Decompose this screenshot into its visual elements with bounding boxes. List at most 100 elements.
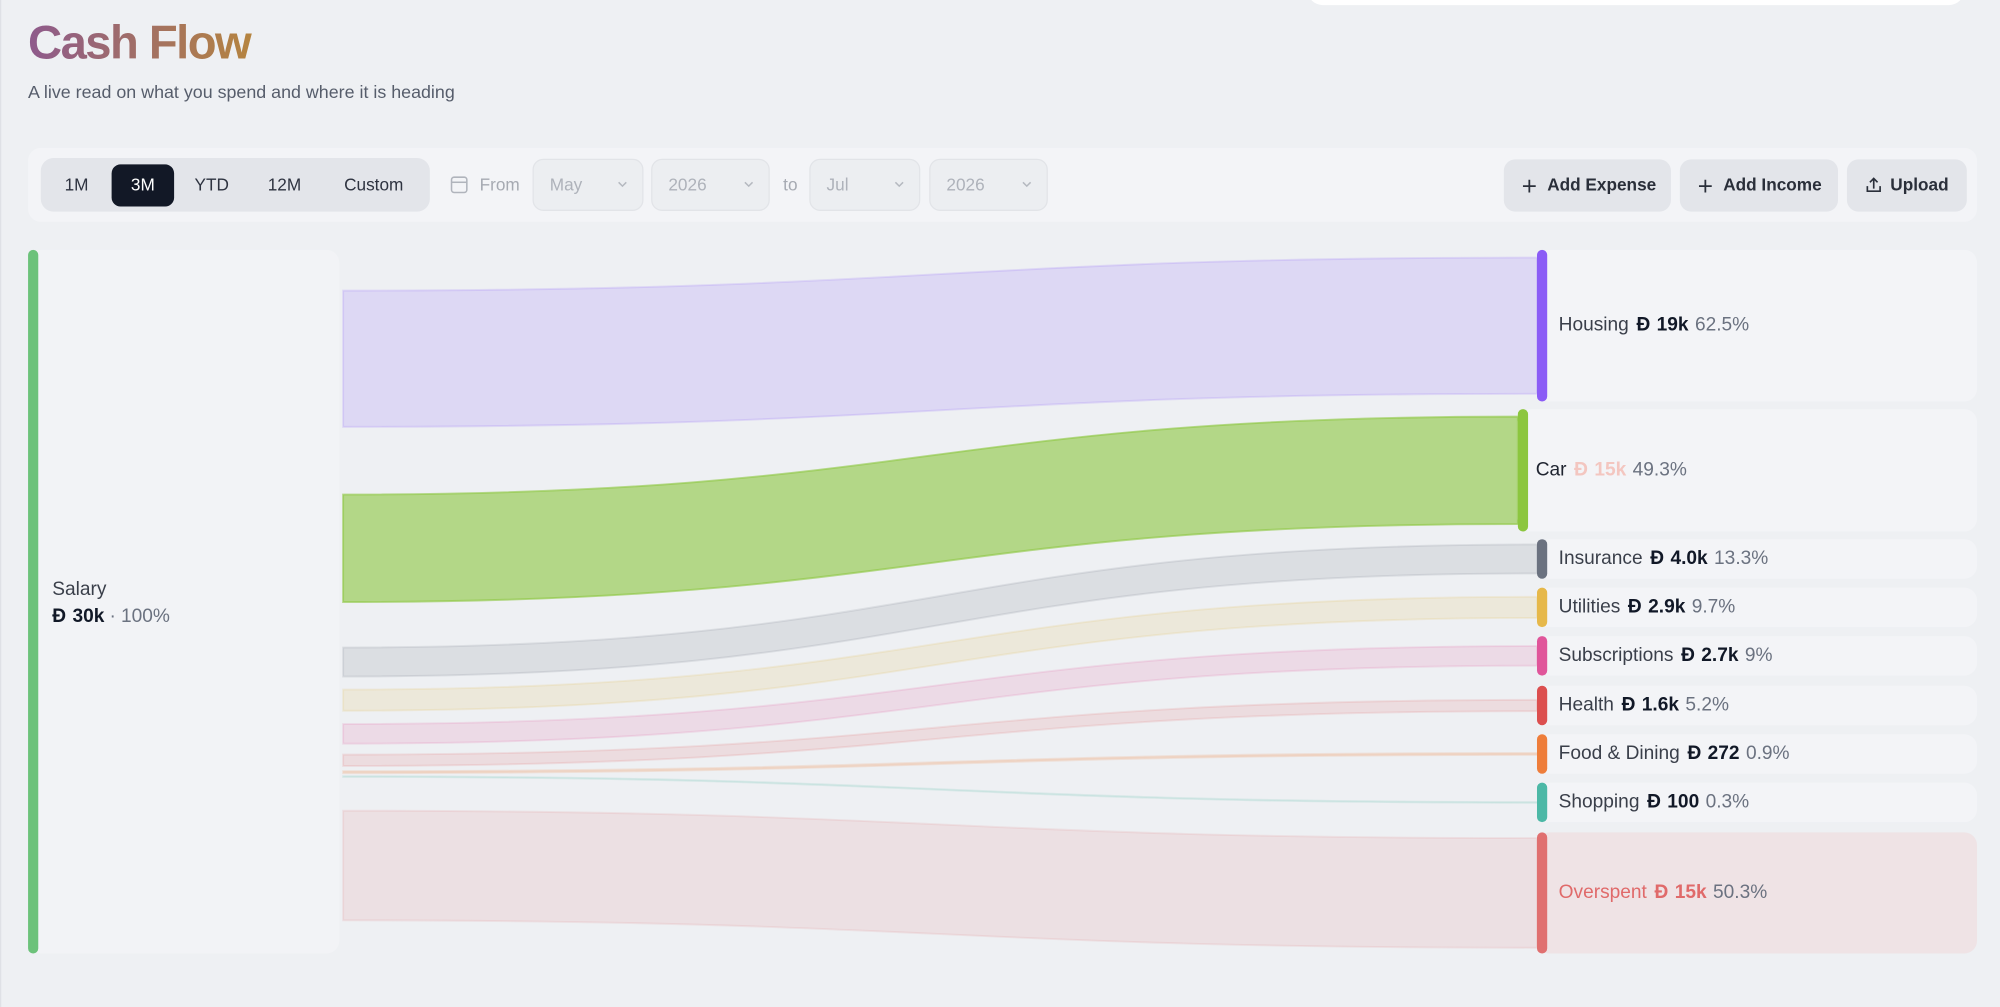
select-box[interactable] bbox=[651, 158, 770, 211]
to-label: to bbox=[783, 175, 797, 195]
target-panel bbox=[1536, 782, 1978, 823]
target-bar bbox=[1536, 734, 1548, 774]
target-bar bbox=[1536, 832, 1548, 954]
target-percent: 9% bbox=[1745, 645, 1773, 666]
target-name: Food & Dining bbox=[1559, 743, 1680, 764]
target-label: Insurance Ð 4.0k 13.3% bbox=[1559, 548, 1769, 569]
amount: 30k bbox=[72, 606, 104, 627]
from-label: From bbox=[480, 175, 520, 195]
page-title: Cash Flow bbox=[28, 15, 252, 68]
action-button[interactable] bbox=[1503, 159, 1671, 212]
target-amount: 15k bbox=[1675, 882, 1707, 903]
target-label: Subscriptions Ð 2.7k 9% bbox=[1559, 645, 1773, 666]
target-bar bbox=[1517, 409, 1529, 532]
range-pill[interactable]: YTD bbox=[195, 175, 229, 195]
chevron bbox=[618, 181, 627, 188]
target-name: Subscriptions bbox=[1559, 645, 1674, 666]
target-amount: 2.9k bbox=[1648, 596, 1686, 617]
target-label: Overspent Ð 15k 50.3% bbox=[1559, 882, 1768, 903]
target-percent: 0.9% bbox=[1746, 743, 1790, 764]
target-label: Housing Ð 19k 62.5% bbox=[1559, 315, 1749, 336]
select-value: 2026 bbox=[946, 175, 984, 195]
source-panel bbox=[28, 249, 340, 954]
target-panel bbox=[1536, 249, 1978, 402]
target-panel bbox=[1536, 587, 1978, 628]
page-subtitle: A live read on what you spend and where … bbox=[28, 82, 455, 102]
plus-icon bbox=[1522, 179, 1536, 193]
target-bar bbox=[1536, 685, 1548, 726]
range-pill[interactable]: 1M bbox=[65, 175, 89, 195]
target-percent: 49.3% bbox=[1633, 459, 1687, 480]
chevron bbox=[1022, 181, 1032, 188]
range-pill[interactable]: Custom bbox=[344, 175, 403, 195]
target-bar bbox=[1536, 636, 1548, 676]
action-label: Upload bbox=[1890, 175, 1948, 195]
range-pill[interactable]: 3M bbox=[131, 175, 155, 195]
action-button[interactable] bbox=[1846, 159, 1967, 212]
target-percent: 62.5% bbox=[1695, 315, 1749, 336]
target-name: Utilities bbox=[1559, 596, 1621, 617]
separator: · bbox=[109, 606, 115, 627]
target-bar bbox=[1536, 782, 1548, 823]
target-label: Food & Dining Ð 272 0.9% bbox=[1559, 743, 1790, 764]
target-amount: 2.7k bbox=[1701, 645, 1739, 666]
chevron bbox=[894, 181, 904, 188]
currency: Ð bbox=[52, 606, 66, 627]
target-amount: 19k bbox=[1657, 315, 1689, 336]
target-percent: 0.3% bbox=[1706, 791, 1750, 812]
action-label: Add Expense bbox=[1547, 175, 1656, 195]
select-value: May bbox=[550, 175, 583, 195]
target-panel bbox=[1536, 636, 1978, 676]
target-label: Shopping Ð 100 0.3% bbox=[1559, 791, 1749, 812]
currency: Ð bbox=[1636, 315, 1650, 336]
upload-icon bbox=[1866, 177, 1881, 193]
select-box[interactable] bbox=[929, 158, 1048, 211]
percent: 100% bbox=[121, 606, 170, 627]
currency: Ð bbox=[1650, 548, 1664, 569]
target-name: Overspent bbox=[1559, 882, 1648, 903]
source-name: Salary bbox=[52, 579, 107, 600]
target-bar bbox=[1536, 587, 1548, 628]
flows bbox=[342, 256, 1538, 949]
currency: Ð bbox=[1647, 791, 1661, 812]
search-box[interactable] bbox=[1307, 0, 1964, 6]
currency: Ð bbox=[1655, 882, 1669, 903]
target-percent: 9.7% bbox=[1692, 596, 1736, 617]
target-panel bbox=[1536, 539, 1978, 579]
target-panel bbox=[1536, 685, 1978, 726]
select-value: Jul bbox=[827, 175, 849, 195]
target-name: Insurance bbox=[1559, 548, 1643, 569]
source-value: Ð 30k · 100% bbox=[52, 606, 170, 627]
target-panel bbox=[1517, 409, 1978, 532]
currency: Ð bbox=[1622, 695, 1636, 716]
target-amount: 1.6k bbox=[1642, 695, 1680, 716]
target-percent: 5.2% bbox=[1685, 695, 1729, 716]
source-bar bbox=[28, 249, 39, 954]
select-box[interactable] bbox=[532, 158, 644, 211]
range-pill[interactable]: 12M bbox=[268, 175, 301, 195]
range-pill-selected[interactable] bbox=[111, 164, 175, 207]
currency: Ð bbox=[1687, 743, 1701, 764]
action-button[interactable] bbox=[1679, 159, 1839, 212]
currency: Ð bbox=[1574, 459, 1588, 480]
select-box[interactable] bbox=[809, 158, 921, 211]
target-amount: 272 bbox=[1708, 743, 1740, 764]
target-name: Shopping bbox=[1559, 791, 1640, 812]
target-name: Housing bbox=[1559, 315, 1629, 336]
currency: Ð bbox=[1628, 596, 1642, 617]
target-name: Health bbox=[1559, 695, 1614, 716]
target-panel bbox=[1536, 832, 1978, 954]
target-amount: 15k bbox=[1594, 459, 1626, 480]
target-label: Utilities Ð 2.9k 9.7% bbox=[1559, 596, 1736, 617]
target-label: Health Ð 1.6k 5.2% bbox=[1559, 695, 1729, 716]
target-percent: 13.3% bbox=[1714, 548, 1768, 569]
target-amount: 4.0k bbox=[1670, 548, 1708, 569]
chevron bbox=[744, 181, 754, 188]
calendar-icon bbox=[450, 176, 468, 194]
target-panel bbox=[1536, 734, 1978, 774]
select-value: 2026 bbox=[668, 175, 706, 195]
target-label: Car Ð 15k 49.3% bbox=[1536, 459, 1687, 480]
